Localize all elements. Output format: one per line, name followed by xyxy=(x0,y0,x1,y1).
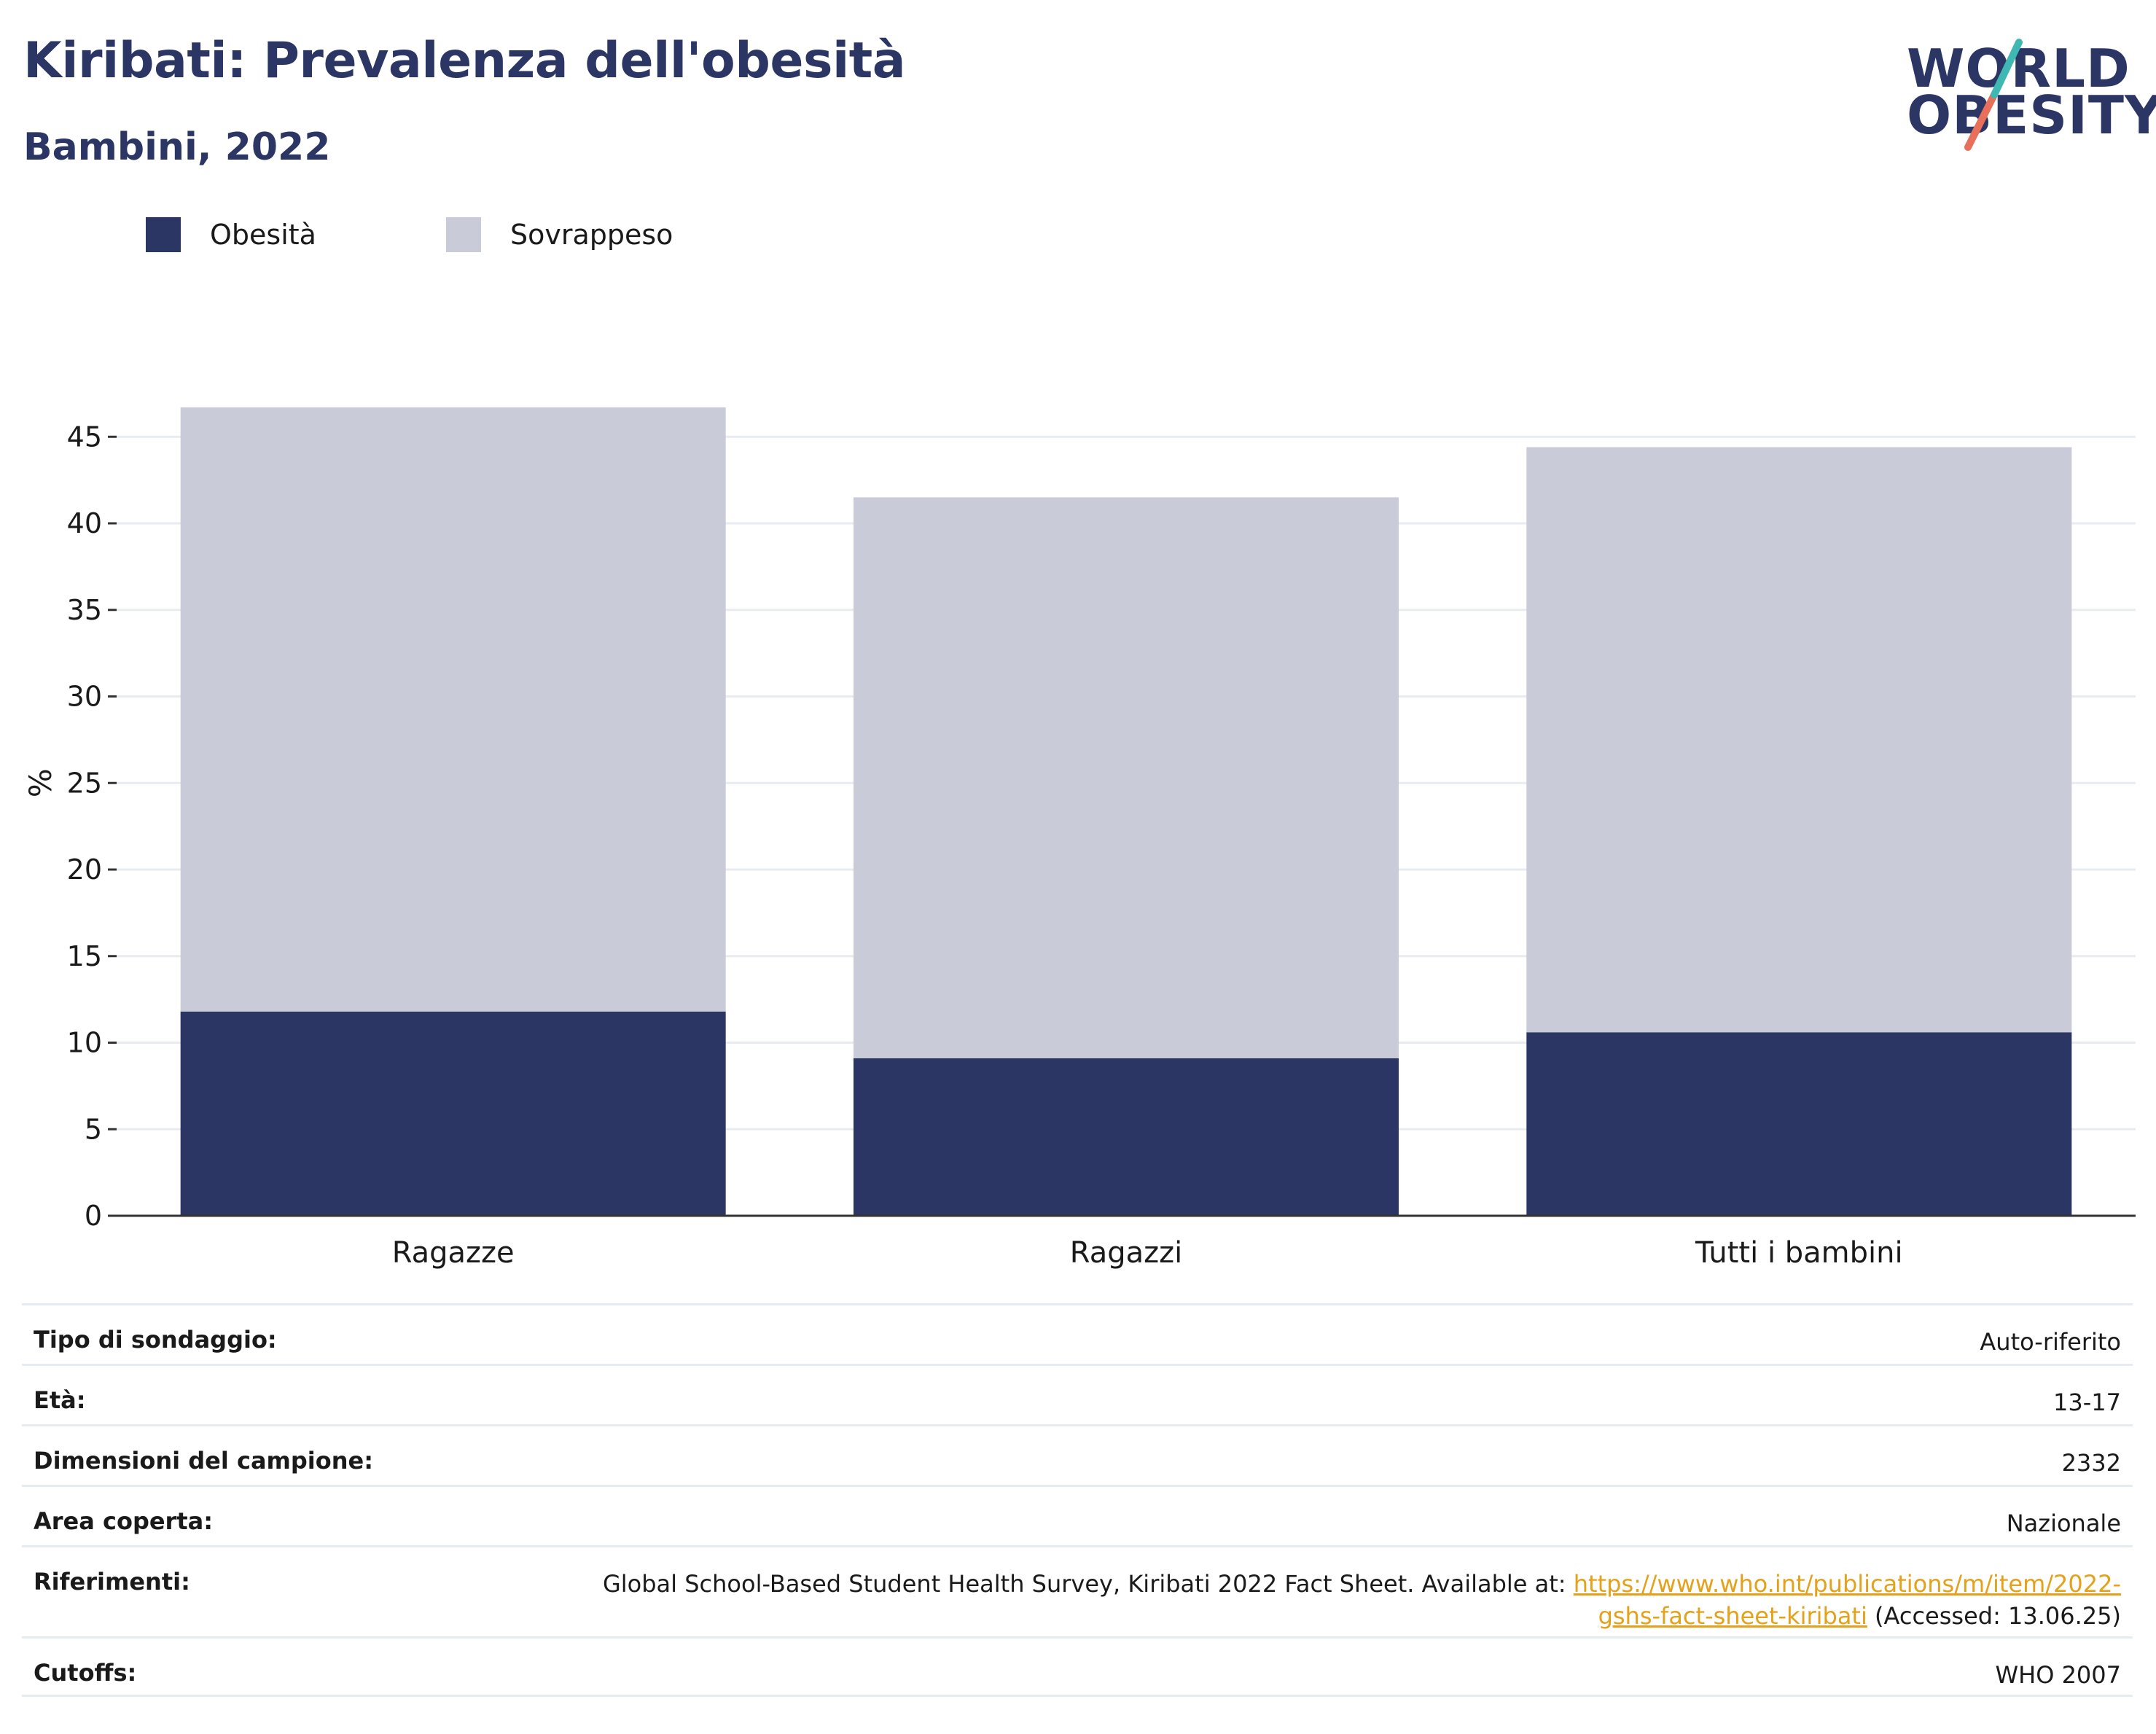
info-row-references: Riferimenti: Global School-Based Student… xyxy=(22,1545,2133,1636)
info-label: Cutoffs: xyxy=(34,1659,137,1687)
bar-obesity-0 xyxy=(180,1011,726,1216)
info-value: Auto-riferito xyxy=(1980,1328,2121,1356)
legend-item-overweight: Sovrappeso xyxy=(446,217,673,252)
y-tick-label: 10 xyxy=(67,1027,102,1059)
info-row-survey-type: Tipo di sondaggio: Auto-riferito xyxy=(22,1303,2133,1364)
info-label: Età: xyxy=(34,1386,86,1414)
y-tick-label: 35 xyxy=(67,594,102,626)
y-tick-label: 45 xyxy=(67,421,102,453)
logo-line-2: OBESITY xyxy=(1907,85,2156,146)
references-text: Global School-Based Student Health Surve… xyxy=(602,1570,1574,1598)
stacked-bar-chart: 0 5 10 15 20 25 30 35 40 45% Ragazze Ragazzi Tutti i… xyxy=(23,407,2136,1270)
world-obesity-logo: WORLD OBESITY xyxy=(1895,22,2156,153)
bar-obesity-2 xyxy=(1526,1032,2072,1216)
info-label: Riferimenti: xyxy=(34,1568,190,1596)
y-tick-label: 20 xyxy=(67,854,102,886)
y-tick-label: 25 xyxy=(67,767,102,799)
x-tick-label: Ragazzi xyxy=(1070,1236,1182,1270)
bar-overweight-2 xyxy=(1526,447,2072,1033)
reference-link-continued[interactable]: gshs-fact-sheet-kiribati xyxy=(1598,1602,1867,1630)
legend-label-obesity: Obesità xyxy=(210,219,316,251)
references-value: Global School-Based Student Health Surve… xyxy=(603,1547,2121,1632)
info-label: Area coperta: xyxy=(34,1507,214,1535)
info-value: Nazionale xyxy=(2006,1510,2121,1537)
info-value: 2332 xyxy=(2061,1449,2121,1477)
references-accessed: (Accessed: 13.06.25) xyxy=(1867,1602,2121,1630)
y-tick-label: 40 xyxy=(67,507,102,539)
y-tick-label: 15 xyxy=(67,940,102,972)
bar-overweight-1 xyxy=(854,497,1399,1058)
legend-label-overweight: Sovrappeso xyxy=(510,219,673,251)
y-tick-label: 5 xyxy=(85,1113,102,1145)
info-value: 13-17 xyxy=(2053,1389,2121,1416)
legend-swatch-obesity xyxy=(146,217,181,252)
chart-title: Kiribati: Prevalenza dell'obesità xyxy=(23,32,906,90)
info-row-age: Età: 13-17 xyxy=(22,1364,2133,1424)
logo-slash-icon xyxy=(1964,39,2023,151)
bar-overweight-0 xyxy=(180,407,726,1012)
reference-link[interactable]: https://www.who.int/publications/m/item/… xyxy=(1573,1570,2121,1598)
info-label: Dimensioni del campione: xyxy=(34,1447,374,1475)
info-row-sample-size: Dimensioni del campione: 2332 xyxy=(22,1424,2133,1485)
info-table: Tipo di sondaggio: Auto-riferito Età: 13… xyxy=(22,1303,2133,1697)
legend-swatch-overweight xyxy=(446,217,481,252)
info-label: Tipo di sondaggio: xyxy=(34,1326,277,1354)
info-value: WHO 2007 xyxy=(1995,1661,2122,1689)
info-row-area: Area coperta: Nazionale xyxy=(22,1485,2133,1545)
bar-obesity-1 xyxy=(854,1058,1399,1216)
x-tick-label: Tutti i bambini xyxy=(1695,1236,1903,1270)
y-tick-label: 30 xyxy=(67,681,102,713)
x-tick-label: Ragazze xyxy=(392,1236,515,1270)
info-row-cutoffs: Cutoffs: WHO 2007 xyxy=(22,1636,2133,1697)
legend-item-obesity: Obesità xyxy=(146,217,316,252)
y-tick-label: 0 xyxy=(85,1200,102,1232)
y-axis-label: % xyxy=(23,768,58,797)
chart-subtitle: Bambini, 2022 xyxy=(23,125,331,169)
